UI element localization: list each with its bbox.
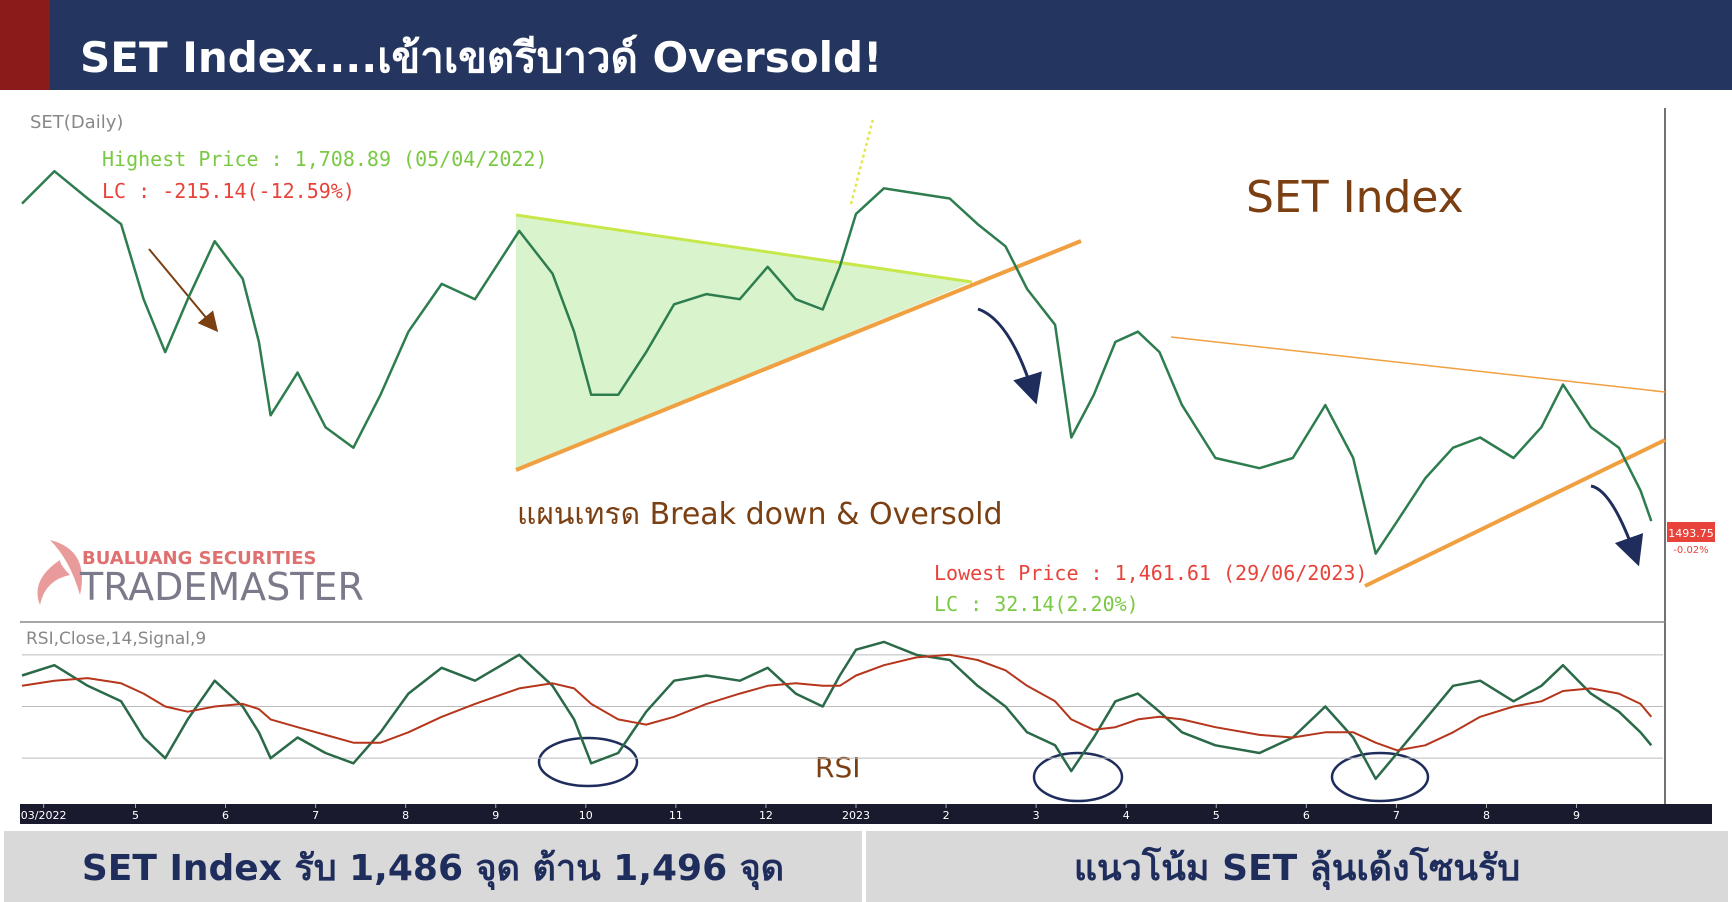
highlight-ellipse	[1330, 751, 1430, 803]
series-line	[21, 653, 1653, 752]
x-tick-label: 11	[669, 809, 683, 822]
annotation: Lowest Price : 1,461.61 (29/06/2023)	[934, 561, 1367, 585]
footer-box	[866, 831, 1728, 902]
annotation: แผนเทรด Break down & Oversold	[517, 497, 1003, 532]
header-accent	[0, 0, 50, 90]
header-title: SET Index....เข้าเขตรีบาวด์ Oversold!	[80, 33, 882, 82]
chart-area	[20, 108, 1712, 824]
x-tick-label: 10	[579, 809, 593, 822]
footer-box	[4, 831, 862, 902]
triangle-pattern	[516, 215, 972, 470]
footer-text: SET Index รับ 1,486 จุด ต้าน 1,496 จุด	[82, 848, 784, 891]
annotation: LC : -215.14(-12.59%)	[102, 179, 355, 203]
highlight-ellipse	[1032, 751, 1124, 803]
arrow	[148, 248, 219, 333]
x-tick-label: 5	[1213, 809, 1220, 822]
logo-icon	[37, 540, 82, 605]
x-tick-label: 2	[943, 809, 950, 822]
series-label: SET Index	[1246, 172, 1464, 223]
panel-title: SET(Daily)	[30, 112, 123, 133]
support-line	[1364, 438, 1666, 588]
logo-brand: TRADEMASTER	[79, 565, 364, 609]
x-tick-label: 8	[1483, 809, 1490, 822]
support-line	[515, 239, 1082, 472]
arrow	[977, 307, 1042, 405]
x-tick-label: 2023	[842, 809, 870, 822]
x-tick-label: 9	[492, 809, 499, 822]
x-tick-label: 12	[759, 809, 773, 822]
x-tick-label: 7	[1393, 809, 1400, 822]
series-line	[21, 640, 1653, 781]
footer-text: แนวโน้ม SET ลุ้นเด้งโซนรับ	[1074, 846, 1520, 891]
dotted-line	[849, 118, 875, 205]
resistance-line	[1170, 336, 1666, 393]
logo-company: BUALUANG SECURITIES	[82, 548, 317, 569]
x-tick-label: 4	[1123, 809, 1130, 822]
rsi-title: RSI,Close,14,Signal,9	[26, 629, 206, 649]
x-tick-label: 5	[132, 809, 139, 822]
series-line	[21, 169, 1653, 555]
x-tick-label: 9	[1573, 809, 1580, 822]
header-bar	[0, 0, 1732, 90]
series-label: RSI	[815, 751, 861, 784]
x-axis-bar	[20, 804, 1712, 824]
x-tick-label: 3	[1033, 809, 1040, 822]
last-price-box	[1667, 522, 1715, 542]
annotation: Highest Price : 1,708.89 (05/04/2022)	[102, 147, 548, 171]
x-tick-label: 7	[312, 809, 319, 822]
last-change: -0.02%	[1673, 545, 1708, 556]
annotation: LC : 32.14(2.20%)	[934, 592, 1139, 616]
x-tick-label: 6	[1303, 809, 1310, 822]
x-tick-label: 8	[402, 809, 409, 822]
last-price: 1493.75	[1668, 527, 1714, 540]
highlight-ellipse	[537, 736, 639, 788]
trend-line	[515, 213, 973, 284]
x-tick-label: 03/2022	[21, 809, 67, 822]
arrow	[1590, 484, 1644, 567]
x-tick-label: 6	[222, 809, 229, 822]
